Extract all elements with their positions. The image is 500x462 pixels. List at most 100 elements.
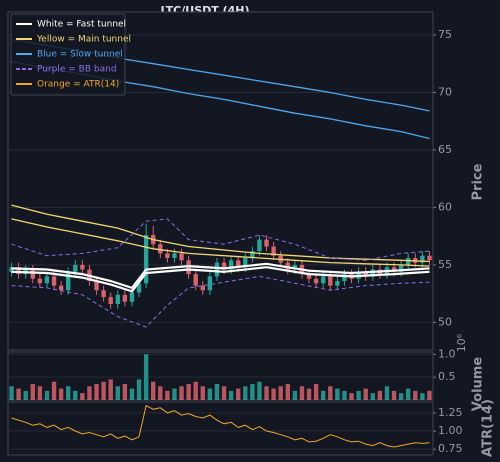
candle-body: [391, 267, 397, 272]
volume-bar: [87, 386, 92, 400]
candle-body: [165, 253, 170, 259]
candle-body: [228, 260, 234, 270]
volume-bar: [165, 390, 170, 400]
candle-body: [186, 260, 191, 275]
y-tick-label: 0.5: [438, 370, 456, 383]
volume-bar: [292, 390, 298, 400]
volume-bar: [108, 379, 113, 400]
volume-bar: [16, 388, 21, 400]
candle-body: [80, 264, 85, 270]
volume-bar: [23, 390, 28, 400]
y-axis-label: Volume: [471, 357, 486, 412]
volume-bar: [172, 388, 177, 400]
legend-label: Orange = ATR(14): [37, 80, 119, 90]
volume-bar: [384, 386, 390, 400]
candle-body: [129, 292, 135, 302]
candle-body: [285, 262, 290, 270]
y-tick-label: 70: [438, 85, 452, 98]
legend-label: White = Fast tunnel: [37, 20, 126, 30]
volume-bar: [398, 393, 404, 400]
candle-body: [370, 269, 375, 277]
volume-bar: [143, 354, 149, 400]
volume-bar: [413, 390, 418, 400]
volume-bar: [221, 386, 227, 400]
y-axis-label: Price: [471, 163, 486, 200]
candle-body: [292, 264, 298, 270]
volume-bar: [342, 390, 347, 400]
volume-bar: [115, 386, 120, 400]
volume-bar: [80, 393, 85, 400]
candle-body: [306, 274, 312, 279]
candle-body: [420, 255, 425, 263]
volume-bar: [406, 388, 411, 400]
volume-bar: [363, 388, 368, 400]
candle-body: [66, 271, 71, 291]
candle-body: [44, 276, 50, 284]
candle-body: [342, 274, 347, 282]
volume-bar: [9, 386, 14, 400]
candle-body: [193, 274, 198, 286]
candle-body: [406, 258, 411, 265]
candle-body: [321, 276, 326, 284]
volume-bar: [30, 384, 35, 400]
candle-body: [257, 239, 262, 252]
candle-body: [73, 264, 78, 272]
candle-body: [101, 290, 106, 298]
volume-bar: [356, 390, 361, 400]
volume-bar: [44, 390, 50, 400]
volume-bar: [51, 381, 57, 400]
volume-bar: [243, 386, 248, 400]
volume-bar: [193, 381, 198, 400]
volume-bar: [349, 393, 354, 400]
candle-body: [200, 285, 205, 291]
candle-body: [221, 262, 227, 270]
y-tick-label: 50: [438, 315, 452, 328]
candle-body: [172, 253, 177, 259]
candle-body: [264, 239, 269, 247]
tunnel-line: [11, 218, 430, 261]
candle-body: [158, 244, 163, 254]
candle-body: [16, 267, 21, 275]
volume-bar: [370, 393, 375, 400]
tunnel-line: [11, 266, 430, 293]
candle-body: [136, 283, 142, 293]
candle-body: [214, 262, 220, 277]
volume-bar: [299, 386, 305, 400]
volume-bar: [129, 388, 135, 400]
y-tick-label: 1.00: [438, 424, 463, 437]
candle-body: [143, 235, 149, 284]
volume-bar: [200, 386, 205, 400]
volume-bar: [228, 390, 234, 400]
volume-bar: [58, 388, 64, 400]
candle-body: [179, 253, 184, 261]
volume-bar: [278, 386, 283, 400]
candle-body: [122, 294, 128, 302]
y-tick-label: 55: [438, 258, 452, 271]
legend-label: Blue = Slow tunnel: [37, 50, 123, 60]
candle-body: [9, 267, 14, 272]
volume-bar: [37, 386, 43, 400]
candle-body: [108, 297, 113, 305]
candle-body: [58, 285, 64, 291]
candle-body: [271, 246, 276, 256]
y-tick-label: 0.75: [438, 442, 463, 455]
panel-frame: [7, 401, 434, 456]
y-tick-label: 65: [438, 143, 452, 156]
axis-offset-label: 10⁶: [455, 333, 468, 352]
volume-bar: [328, 386, 333, 400]
volume-bar: [321, 390, 326, 400]
volume-bar: [214, 384, 220, 400]
volume-bar: [136, 379, 142, 400]
volume-bar: [427, 390, 432, 400]
legend-label: Yellow = Main tunnel: [36, 35, 131, 45]
volume-bar: [94, 384, 99, 400]
y-tick-label: 1.0: [438, 347, 456, 360]
candle-body: [363, 271, 368, 277]
volume-bar: [271, 388, 276, 400]
volume-bar: [377, 390, 383, 400]
candle-body: [427, 255, 432, 261]
volume-bar: [420, 393, 425, 400]
candle-body: [94, 281, 99, 291]
y-tick-label: 1.25: [438, 406, 463, 419]
